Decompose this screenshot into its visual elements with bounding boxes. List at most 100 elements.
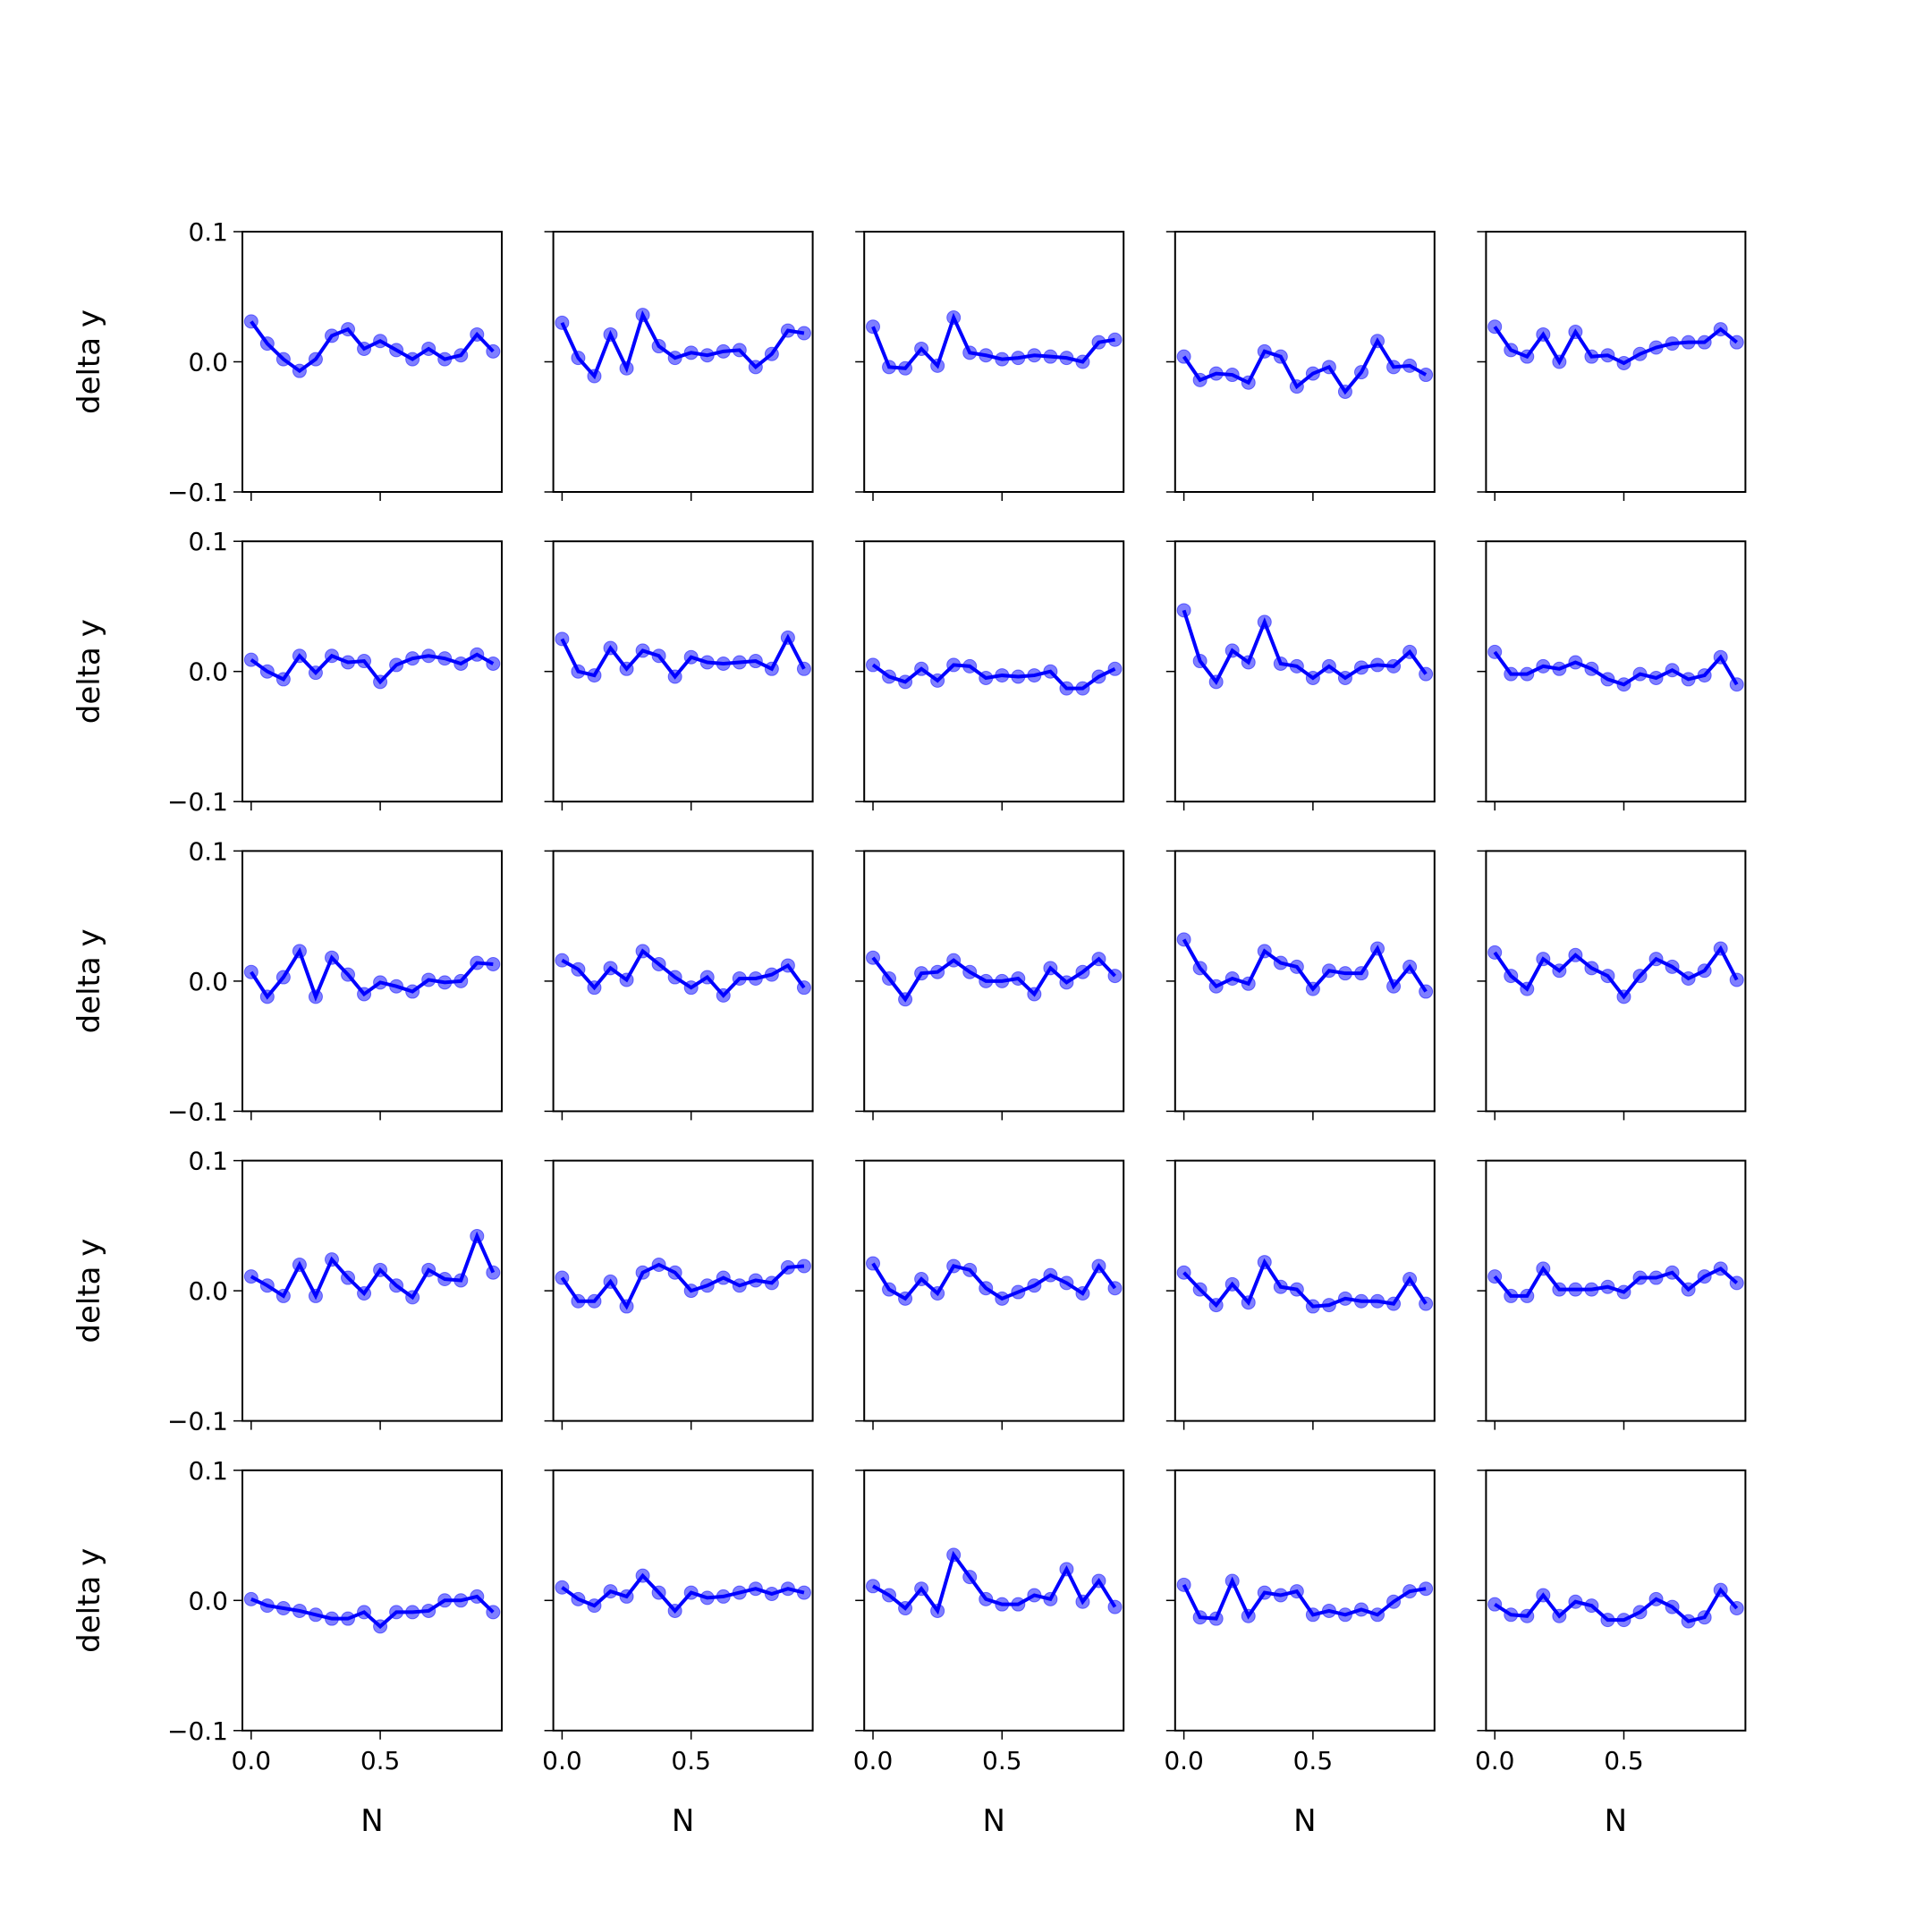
- y-tick-label: −0.1: [167, 1097, 228, 1126]
- marker: [1520, 666, 1535, 682]
- y-tick-label: 0.1: [188, 1456, 228, 1486]
- marker: [1027, 668, 1042, 683]
- marker: [1370, 657, 1385, 673]
- marker: [324, 648, 339, 664]
- marker: [587, 668, 602, 683]
- marker: [486, 343, 501, 359]
- subplot: 0.0 0.5 N: [853, 1469, 1125, 1839]
- marker: [1713, 1582, 1728, 1597]
- axes-frame: [1485, 1159, 1747, 1422]
- series-line: [250, 652, 495, 685]
- marker: [341, 655, 356, 670]
- marker: [930, 964, 945, 979]
- marker: [603, 640, 618, 656]
- marker: [683, 980, 699, 996]
- marker: [1616, 355, 1631, 370]
- axes-frame: [552, 1469, 814, 1732]
- marker: [453, 973, 469, 988]
- marker: [683, 1284, 699, 1299]
- marker: [1632, 1270, 1648, 1285]
- subplot: [1165, 231, 1436, 501]
- marker: [1321, 658, 1336, 674]
- marker: [1257, 944, 1272, 959]
- marker: [1697, 1610, 1712, 1625]
- marker: [866, 319, 881, 335]
- marker: [324, 1611, 339, 1626]
- marker: [373, 334, 388, 349]
- marker: [748, 1581, 763, 1597]
- marker: [1632, 969, 1648, 984]
- marker: [470, 955, 485, 970]
- marker: [1697, 335, 1712, 350]
- marker: [780, 323, 795, 338]
- series-line: [561, 1572, 805, 1614]
- marker: [259, 1598, 275, 1614]
- marker: [1504, 666, 1519, 682]
- marker: [1059, 351, 1074, 366]
- marker: [470, 1228, 485, 1243]
- marker: [1520, 1288, 1535, 1303]
- marker: [619, 972, 634, 987]
- marker: [357, 1605, 372, 1620]
- marker: [1504, 1288, 1519, 1303]
- y-axis-label: delta y: [72, 928, 107, 1033]
- subplot: 0.0 0.5 N: [1164, 1469, 1436, 1839]
- marker: [716, 1270, 731, 1285]
- marker: [882, 970, 897, 986]
- marker: [275, 352, 291, 367]
- marker: [292, 1603, 307, 1618]
- marker: [635, 308, 650, 323]
- marker: [555, 315, 570, 330]
- marker: [914, 966, 929, 981]
- marker: [486, 1605, 501, 1620]
- marker: [486, 1265, 501, 1280]
- marker: [1632, 346, 1648, 361]
- subplot: [544, 231, 814, 501]
- y-tick-label: −0.1: [167, 1407, 228, 1436]
- marker: [437, 651, 453, 666]
- marker: [1419, 1581, 1434, 1597]
- marker: [1353, 966, 1368, 981]
- axes-frame: [552, 540, 814, 803]
- marker: [1107, 661, 1123, 676]
- y-tick-label: 0.1: [188, 527, 228, 556]
- marker: [651, 339, 666, 354]
- marker: [1665, 959, 1680, 974]
- marker: [1321, 963, 1336, 979]
- marker: [243, 1269, 258, 1284]
- subplot: [544, 540, 814, 811]
- marker: [1487, 319, 1503, 335]
- marker: [1107, 1599, 1123, 1614]
- marker: [555, 631, 570, 647]
- marker: [619, 661, 634, 676]
- series-line: [1182, 337, 1428, 395]
- series-line: [1182, 1576, 1427, 1621]
- marker: [1353, 1293, 1368, 1309]
- marker: [1600, 348, 1615, 363]
- marker: [405, 984, 420, 999]
- marker: [243, 1591, 258, 1606]
- marker: [389, 979, 404, 994]
- marker: [1386, 360, 1402, 375]
- marker: [898, 1601, 913, 1616]
- marker: [796, 1258, 811, 1274]
- marker: [1027, 348, 1042, 363]
- marker: [1091, 1573, 1106, 1589]
- series-line: [871, 663, 1116, 691]
- marker: [243, 314, 258, 329]
- marker: [962, 1570, 978, 1585]
- x-axis-label: N: [1605, 1803, 1627, 1839]
- series-line: [1494, 1587, 1739, 1623]
- marker: [1520, 349, 1535, 364]
- axes-frame: [1485, 231, 1747, 493]
- marker: [389, 343, 404, 358]
- marker: [555, 953, 570, 968]
- marker: [796, 1585, 811, 1600]
- marker: [1370, 334, 1385, 349]
- marker: [1729, 677, 1744, 692]
- marker: [453, 348, 469, 363]
- marker: [486, 956, 501, 971]
- marker: [1536, 326, 1551, 342]
- marker: [437, 975, 453, 990]
- marker: [1632, 666, 1648, 682]
